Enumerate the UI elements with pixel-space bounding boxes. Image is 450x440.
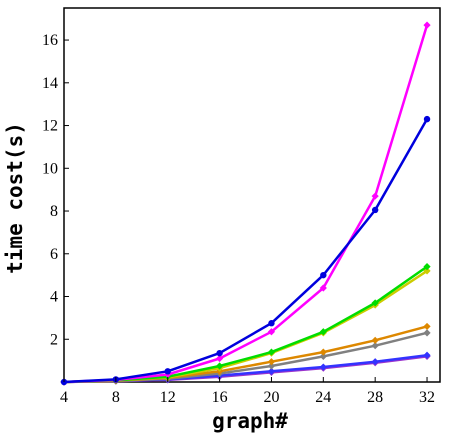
data-point <box>319 363 327 371</box>
x-tick-label: 28 <box>367 389 383 406</box>
plot-border <box>63 7 441 383</box>
y-tick-label: 16 <box>42 32 58 49</box>
data-point <box>423 262 431 271</box>
data-point <box>371 358 379 366</box>
data-point <box>267 358 276 366</box>
data-point <box>371 336 379 344</box>
x-tick-label: 12 <box>160 389 176 406</box>
data-point <box>423 21 431 29</box>
data-point <box>319 348 327 356</box>
y-axis-label: time cost(s) <box>3 122 27 274</box>
data-point <box>423 329 431 337</box>
data-point <box>267 328 276 336</box>
y-tick-label: 12 <box>42 118 58 135</box>
x-axis-label: graph# <box>212 409 288 433</box>
data-point <box>319 352 327 360</box>
series-4 <box>60 267 431 386</box>
data-point <box>267 362 276 370</box>
data-point <box>371 206 379 214</box>
x-tick-label: 4 <box>60 389 68 406</box>
series-1 <box>60 115 431 386</box>
data-point <box>423 115 431 123</box>
series-line <box>63 265 428 384</box>
data-point <box>423 322 431 331</box>
x-tick-label: 32 <box>419 389 435 406</box>
y-tick-label: 2 <box>50 331 58 348</box>
y-tick-label: 6 <box>50 246 58 263</box>
data-point <box>267 367 276 375</box>
series-layer <box>60 21 431 386</box>
y-tick-label: 4 <box>50 289 58 306</box>
plot-area <box>63 7 441 383</box>
data-point <box>215 354 224 363</box>
x-tick-label: 24 <box>315 389 331 406</box>
y-tick-label: 10 <box>42 160 58 177</box>
x-tick-label: 8 <box>112 389 120 406</box>
data-point <box>319 328 327 336</box>
data-point <box>371 299 379 307</box>
x-tick-label: 20 <box>263 389 279 406</box>
data-point <box>319 284 327 292</box>
series-line <box>63 24 429 384</box>
data-point <box>371 192 379 200</box>
y-tick-label: 8 <box>50 203 58 220</box>
x-tick-label: 16 <box>212 389 228 406</box>
data-point <box>215 362 224 370</box>
series-line <box>63 118 429 384</box>
data-point <box>320 271 327 279</box>
series-2 <box>60 21 431 386</box>
data-point <box>164 368 171 375</box>
series-5 <box>60 322 431 386</box>
data-point <box>268 320 275 327</box>
data-point <box>423 351 431 359</box>
data-point <box>267 348 276 356</box>
data-point <box>216 349 223 357</box>
data-point <box>371 342 379 350</box>
y-tick-label: 14 <box>42 75 58 92</box>
